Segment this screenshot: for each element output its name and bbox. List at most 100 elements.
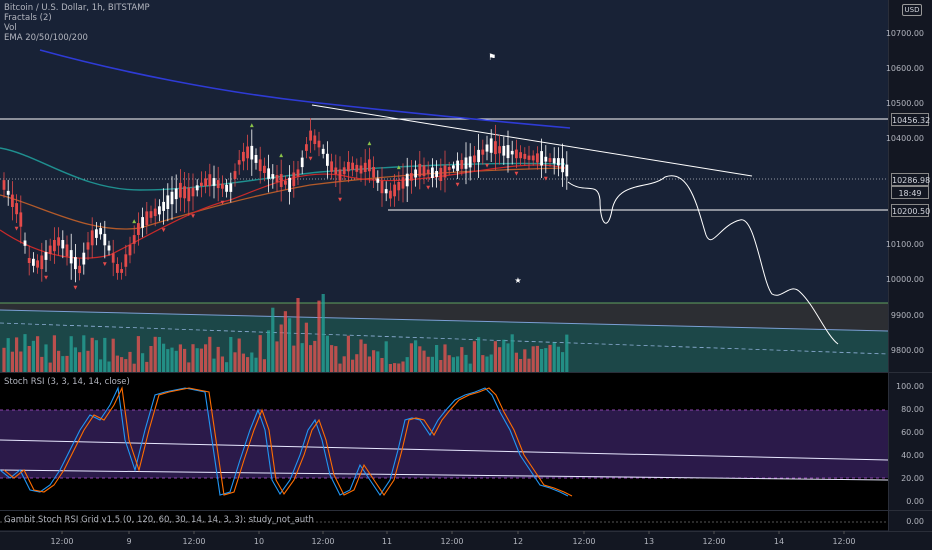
volume-bar (199, 348, 203, 372)
candle-body (82, 252, 86, 265)
channel-dashed-line (0, 322, 889, 355)
volume-bar (477, 337, 481, 372)
volume-legend[interactable]: Vol (4, 23, 17, 33)
candle-body (338, 169, 342, 181)
candle-body (271, 174, 275, 179)
candle-body (275, 175, 279, 182)
candle-body (439, 167, 443, 181)
candle-body (548, 158, 552, 162)
price-axis-label: 10000.00 (885, 275, 924, 284)
volume-bar (359, 339, 363, 372)
volume-bar (115, 355, 119, 372)
volume-bar (544, 348, 548, 372)
candle-body (426, 169, 430, 174)
fractals-legend[interactable]: Fractals (2) (4, 13, 52, 23)
volume-bar (275, 341, 279, 372)
candle-body (103, 233, 107, 246)
volume-bar (460, 347, 464, 372)
stoch-d-line (3, 386, 573, 497)
stoch-legend[interactable]: Stoch RSI (3, 3, 14, 14, close) (4, 377, 130, 387)
candle-body (519, 152, 522, 159)
star-marker-icon: ★ (514, 276, 521, 285)
volume-bar (334, 346, 338, 372)
candle-body (27, 258, 31, 263)
candle-body (376, 178, 380, 183)
candle-body (380, 180, 384, 194)
volume-bar (271, 307, 275, 372)
candle-body (158, 206, 161, 215)
volume-bar (468, 363, 472, 372)
grid-legend[interactable]: Gambit Stoch RSI Grid v1.5 (0, 120, 60, … (4, 515, 314, 525)
projection-path[interactable] (567, 175, 839, 345)
price-axis-label: 9800.00 (890, 346, 924, 355)
volume-bar (136, 336, 140, 372)
fractal-down-icon: ▼ (162, 228, 166, 234)
volume-bar (216, 346, 220, 372)
volume-bar (435, 345, 439, 372)
time-axis-ticks (61, 531, 845, 534)
candle-body (208, 174, 212, 187)
grid-pane[interactable] (0, 511, 888, 530)
fractal-down-icon: ▼ (514, 171, 518, 177)
candle-body (489, 138, 493, 153)
volume-bar (397, 363, 401, 372)
current-price-label[interactable]: 10286.98 (891, 173, 930, 186)
candle-body (40, 255, 44, 270)
volume-bar (338, 363, 342, 372)
support-price-label[interactable]: 10200.50 (891, 204, 930, 217)
candle-body (183, 186, 186, 199)
volume-bar (304, 322, 308, 372)
candle-body (174, 188, 178, 200)
candle-body (334, 167, 338, 175)
volume-bar (317, 300, 321, 372)
candle-body (460, 160, 464, 169)
resistance-price-label[interactable]: 10456.32 (891, 113, 930, 126)
stoch-axis-label: 60.00 (901, 428, 924, 437)
candle-body (90, 230, 94, 246)
volume-bar (393, 363, 397, 372)
stoch-trend-line-2 (0, 469, 889, 481)
volume-bar (132, 363, 136, 372)
volume-bar (489, 354, 493, 372)
volume-bar (498, 347, 502, 372)
volume-bar (10, 351, 14, 372)
volume-bar (191, 344, 195, 372)
candle-body (384, 189, 388, 194)
volume-bar (27, 346, 31, 372)
time-axis-label: 12:00 (572, 537, 596, 546)
volume-bar (220, 356, 224, 372)
grey-zone (0, 303, 888, 331)
volume-bar (485, 356, 489, 372)
candle-body (296, 169, 300, 177)
candle-body (267, 168, 270, 179)
volume-bar (380, 358, 384, 372)
time-axis-label: 12:00 (182, 537, 206, 546)
volume-bar (153, 336, 157, 372)
symbol-legend[interactable]: Bitcoin / U.S. Dollar, 1h, BITSTAMP (4, 3, 150, 13)
ema-legend[interactable]: EMA 20/50/100/200 (4, 33, 88, 43)
stoch-axis-label: 40.00 (901, 451, 924, 460)
volume-bar (94, 340, 98, 372)
volume-bar (401, 361, 405, 372)
trend-line[interactable] (311, 104, 753, 177)
volume-bar (237, 338, 241, 372)
time-axis-label: 9 (126, 537, 132, 546)
candle-body (481, 149, 485, 155)
volume-bar (519, 359, 523, 372)
volume-bar (426, 356, 430, 372)
volume-bar (363, 343, 367, 372)
currency-button[interactable]: USD (902, 4, 922, 16)
volume-bar (78, 352, 82, 372)
candle-body (166, 195, 170, 209)
volume-bar (430, 356, 434, 372)
volume-bar (73, 347, 77, 372)
candle-body (128, 244, 132, 256)
volume-bar (111, 338, 115, 372)
volume-bar (103, 337, 107, 372)
volume-bar (283, 311, 287, 372)
volume-bar (409, 343, 413, 372)
fractal-down-icon: ▼ (220, 200, 224, 206)
candle-body (212, 178, 216, 186)
